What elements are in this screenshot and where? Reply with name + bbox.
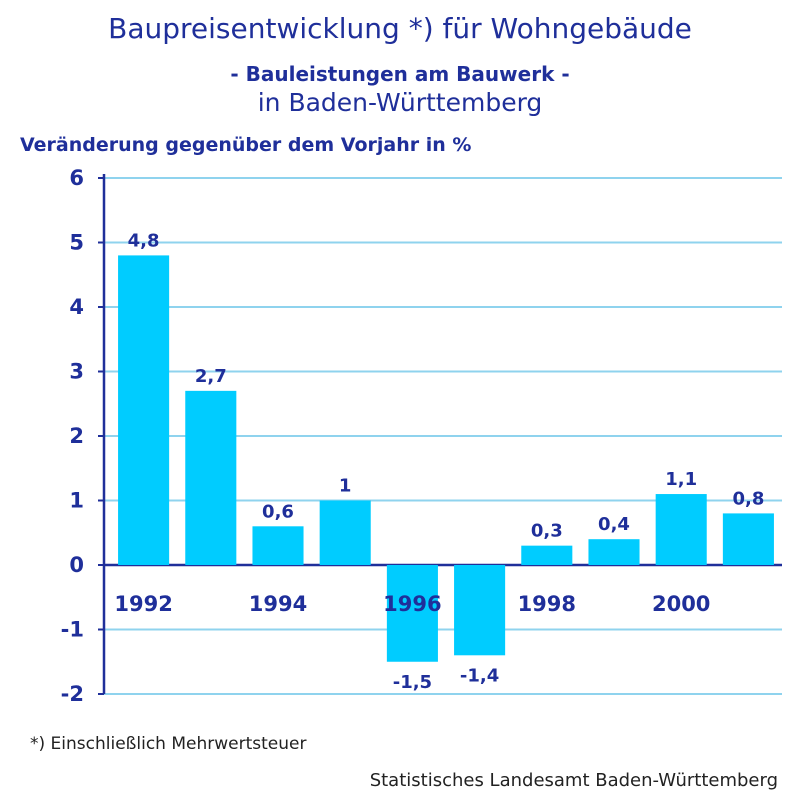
footnote: *) Einschließlich Mehrwertsteuer — [30, 734, 307, 754]
source-note: Statistisches Landesamt Baden-Württember… — [369, 770, 778, 791]
y-tick-label: 5 — [69, 231, 84, 255]
y-tick-label: 0 — [69, 553, 84, 577]
data-label-1999: 0,4 — [598, 514, 630, 535]
bar-1999 — [588, 539, 640, 565]
data-label-1996: -1,5 — [393, 672, 432, 693]
data-label-1993: 2,7 — [195, 366, 227, 387]
data-label-1992: 4,8 — [128, 230, 160, 251]
x-tick-label-2000: 2000 — [652, 592, 710, 616]
data-label-1997: -1,4 — [460, 665, 499, 686]
bar-1996 — [386, 565, 438, 662]
data-label-1994: 0,6 — [262, 501, 294, 522]
bar-2001 — [722, 513, 774, 565]
x-tick-label-1998: 1998 — [518, 592, 576, 616]
bar-1997 — [454, 565, 506, 656]
y-tick-label: -2 — [61, 682, 84, 706]
y-tick-label: -1 — [61, 618, 84, 642]
chart-region: in Baden-Württemberg — [257, 88, 543, 117]
bar-2000 — [655, 494, 707, 565]
y-tick-label: 2 — [69, 424, 84, 448]
data-label-2001: 0,8 — [732, 488, 764, 509]
y-tick-label: 6 — [69, 166, 84, 190]
x-tick-label-1992: 1992 — [114, 592, 172, 616]
bar-1992 — [118, 255, 170, 565]
data-label-1995: 1 — [339, 476, 352, 497]
bar-1995 — [319, 500, 371, 565]
bar-chart: -2 -1 0 1 2 3 4 5 6 4,8 1992 2,7 0,6 1994 1 -1,5 1996 -1,… — [61, 166, 782, 706]
bar-1998 — [521, 545, 573, 565]
y-tick-label: 4 — [69, 295, 84, 319]
data-label-2000: 1,1 — [665, 469, 697, 490]
x-tick-label-1996: 1996 — [383, 592, 441, 616]
y-tick-label: 1 — [69, 489, 84, 513]
bar-1994 — [252, 526, 304, 565]
data-label-1998: 0,3 — [531, 521, 563, 542]
x-tick-label-1994: 1994 — [249, 592, 307, 616]
chart-subtitle: - Bauleistungen am Bauwerk - — [230, 62, 570, 86]
y-tick-label: 3 — [69, 360, 84, 384]
y-axis-label: Veränderung gegenüber dem Vorjahr in % — [20, 134, 472, 156]
bar-1993 — [185, 390, 237, 565]
chart-title: Baupreisentwicklung *) für Wohngebäude — [108, 12, 692, 45]
